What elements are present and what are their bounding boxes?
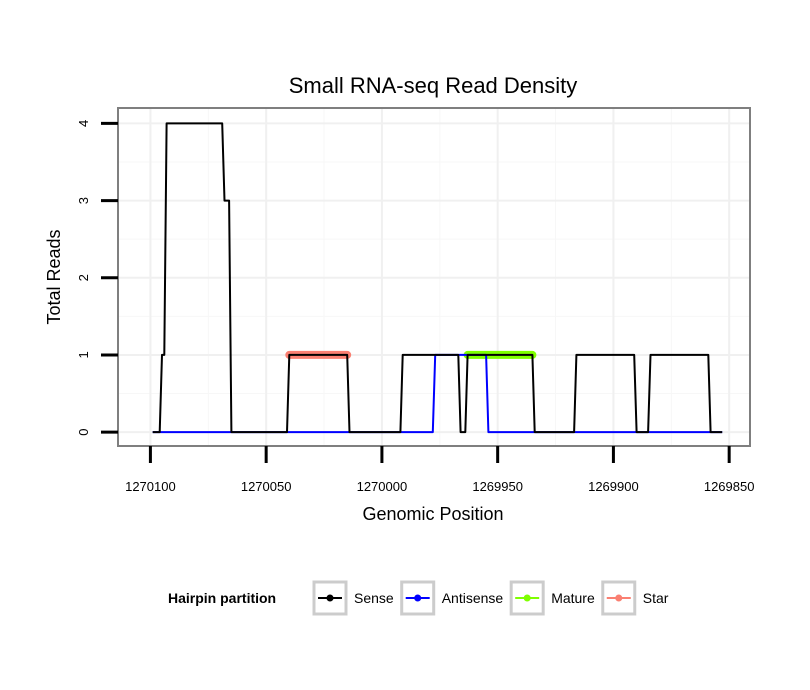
legend-item-antisense: Antisense (400, 580, 504, 616)
legend-label: Sense (354, 590, 394, 606)
legend-key-point (615, 594, 623, 602)
legend-label: Antisense (442, 590, 504, 606)
legend: Sense Antisense Mature Star (312, 580, 669, 616)
legend-item-star: Star (601, 580, 669, 616)
y-tick-label: 1 (76, 351, 91, 358)
legend-item-mature: Mature (509, 580, 595, 616)
x-axis: 1270100 1270050 1270000 1269950 1269900 12698… (125, 446, 754, 494)
legend-item-sense: Sense (312, 580, 394, 616)
x-tick-label: 1270100 (125, 479, 176, 494)
legend-label: Mature (551, 590, 595, 606)
y-tick-label: 0 (76, 428, 91, 435)
y-axis-label: Total Reads (44, 229, 64, 324)
x-tick-label: 1270050 (241, 479, 292, 494)
y-tick-label: 3 (76, 197, 91, 204)
y-tick-label: 2 (76, 274, 91, 281)
legend-key-point (414, 594, 422, 602)
y-axis: 0 1 2 3 4 (76, 120, 118, 436)
x-tick-label: 1269900 (588, 479, 639, 494)
x-tick-label: 1269850 (704, 479, 755, 494)
series-layer (152, 122, 723, 434)
legend-key-point (326, 594, 334, 602)
x-axis-label: Genomic Position (362, 504, 503, 524)
x-tick-label: 1269950 (472, 479, 523, 494)
y-tick-label: 4 (76, 120, 91, 127)
legend-label: Star (643, 590, 669, 606)
legend-key-point (523, 594, 531, 602)
chart-title: Small RNA-seq Read Density (289, 73, 578, 98)
series-line-sense (152, 122, 723, 434)
x-tick-label: 1270000 (357, 479, 408, 494)
legend-title: Hairpin partition (168, 590, 276, 606)
